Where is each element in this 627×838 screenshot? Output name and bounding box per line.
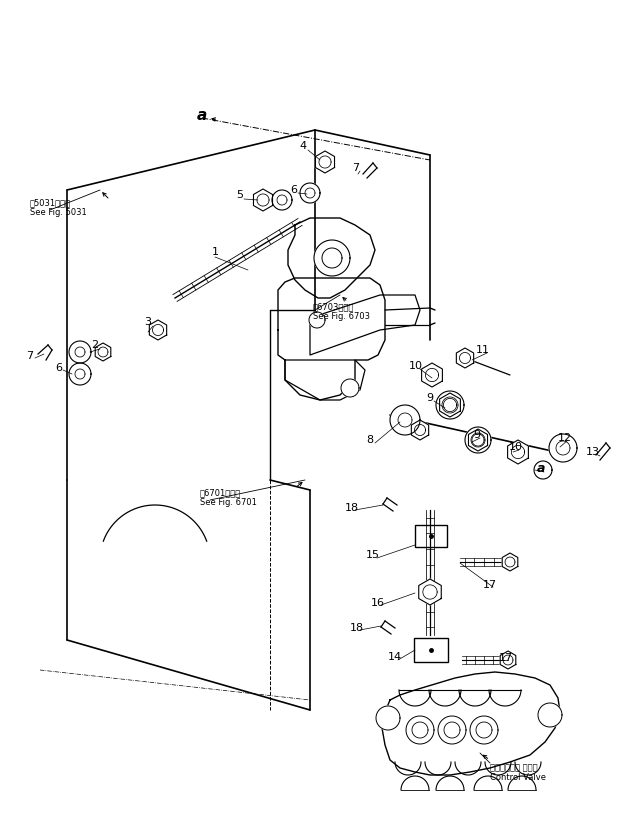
Text: 6: 6	[56, 363, 63, 373]
Text: 2: 2	[92, 340, 98, 350]
Polygon shape	[69, 341, 91, 363]
Text: 6: 6	[290, 185, 297, 195]
Text: 14: 14	[388, 652, 402, 662]
Polygon shape	[315, 151, 335, 173]
Text: 9: 9	[426, 393, 433, 403]
Text: 7: 7	[26, 351, 34, 361]
Text: 1: 1	[211, 247, 218, 257]
Text: 第5031図参照
See Fig. 5031: 第5031図参照 See Fig. 5031	[30, 198, 87, 217]
Polygon shape	[500, 651, 516, 669]
Text: 第6701図参照
See Fig. 6701: 第6701図参照 See Fig. 6701	[200, 488, 257, 507]
Polygon shape	[465, 427, 491, 453]
Text: 15: 15	[366, 550, 380, 560]
Text: 9: 9	[473, 430, 480, 440]
Polygon shape	[411, 420, 429, 440]
Text: 12: 12	[558, 433, 572, 443]
Polygon shape	[538, 703, 562, 727]
Polygon shape	[502, 553, 518, 571]
Polygon shape	[456, 348, 473, 368]
Polygon shape	[314, 240, 350, 276]
Text: 3: 3	[144, 317, 152, 327]
Text: 5: 5	[236, 190, 243, 200]
Polygon shape	[272, 190, 292, 210]
Polygon shape	[468, 429, 488, 451]
Text: 10: 10	[409, 361, 423, 371]
Polygon shape	[440, 393, 460, 417]
Polygon shape	[69, 363, 91, 385]
Polygon shape	[149, 320, 167, 340]
Text: 18: 18	[350, 623, 364, 633]
Text: 第6703図参照
See Fig. 6703: 第6703図参照 See Fig. 6703	[313, 302, 370, 322]
Polygon shape	[508, 440, 529, 464]
Polygon shape	[341, 379, 359, 397]
Polygon shape	[436, 391, 464, 419]
Text: 4: 4	[300, 141, 307, 151]
Bar	[414, 638, 448, 662]
Polygon shape	[300, 183, 320, 203]
Text: 17: 17	[499, 653, 513, 663]
Polygon shape	[419, 579, 441, 605]
Polygon shape	[95, 343, 111, 361]
Text: 11: 11	[476, 345, 490, 355]
Bar	[415, 525, 447, 547]
Polygon shape	[438, 716, 466, 744]
Polygon shape	[549, 434, 577, 462]
Text: 8: 8	[366, 435, 374, 445]
Text: 13: 13	[586, 447, 600, 457]
Polygon shape	[390, 405, 420, 435]
Text: 17: 17	[483, 580, 497, 590]
Polygon shape	[309, 312, 325, 328]
Polygon shape	[421, 363, 443, 387]
Text: 16: 16	[371, 598, 385, 608]
Polygon shape	[376, 706, 400, 730]
Polygon shape	[534, 461, 552, 479]
Text: 18: 18	[345, 503, 359, 513]
Text: コントロール バルブ
Control Valve: コントロール バルブ Control Valve	[490, 763, 546, 783]
Text: 10: 10	[509, 442, 523, 452]
Text: 7: 7	[352, 163, 359, 173]
Polygon shape	[406, 716, 434, 744]
Polygon shape	[470, 716, 498, 744]
Text: a: a	[537, 462, 545, 474]
Polygon shape	[253, 189, 273, 211]
Text: a: a	[197, 107, 207, 122]
